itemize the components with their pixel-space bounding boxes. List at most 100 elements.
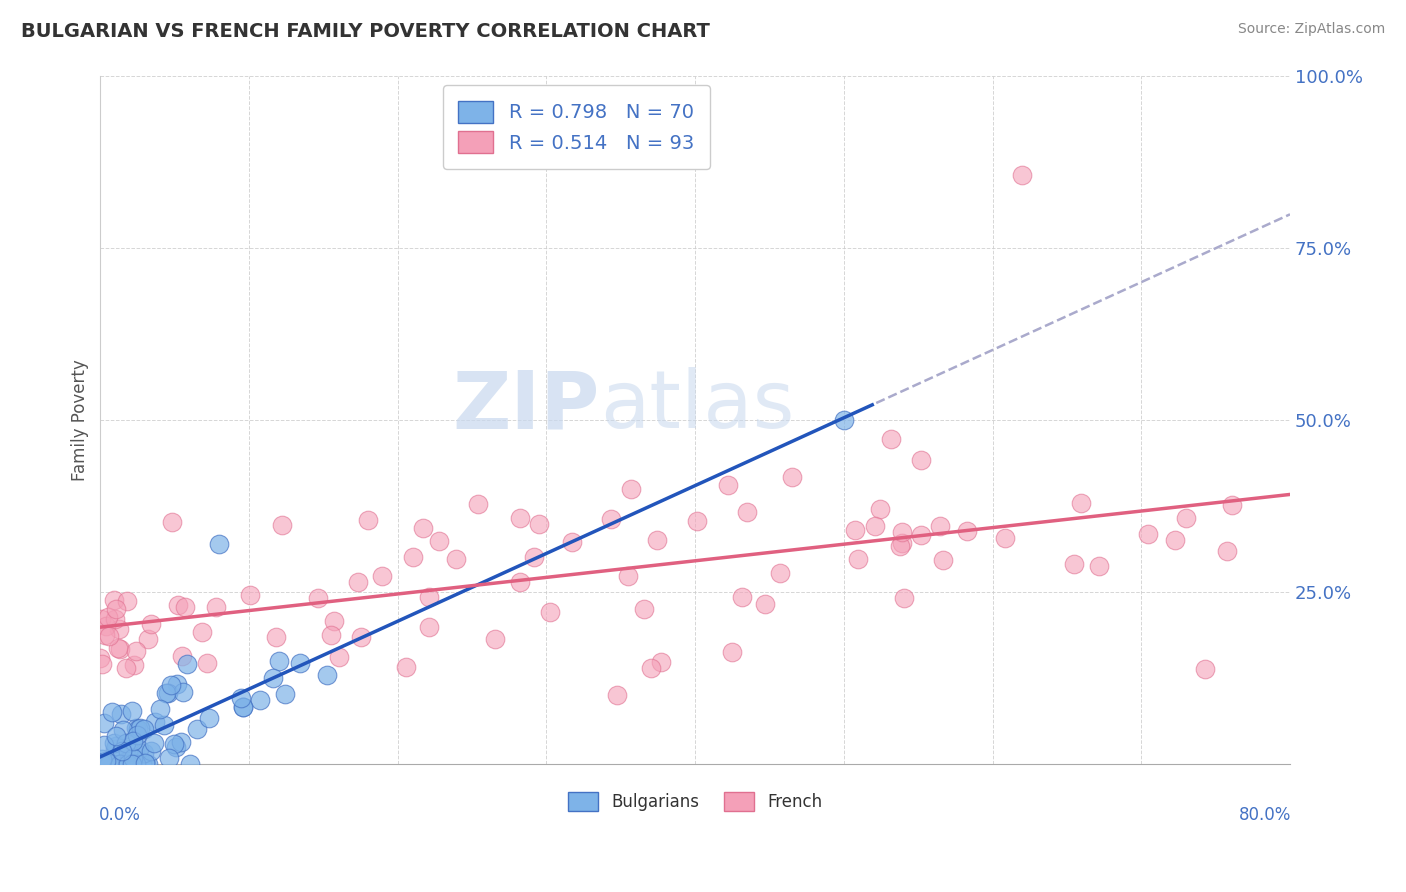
Point (1216, 543, 1239, 558)
Point (782, 470, 804, 484)
Point (994, 531, 1017, 545)
Point (633, 602, 655, 616)
Point (307, 591, 329, 605)
Point (94, 757, 117, 772)
Point (125, 721, 148, 735)
Point (134, 723, 156, 737)
Point (444, 552, 467, 566)
Text: 80.0%: 80.0% (1239, 805, 1291, 823)
Point (1070, 496, 1092, 510)
Point (323, 614, 346, 628)
Point (127, 723, 149, 737)
Point (172, 648, 194, 663)
Point (122, 657, 145, 672)
Point (527, 516, 550, 531)
Point (889, 539, 911, 553)
Y-axis label: Family Poverty: Family Poverty (72, 359, 89, 481)
Point (103, 592, 125, 607)
Point (104, 612, 127, 626)
Point (891, 525, 914, 540)
Point (179, 757, 201, 772)
Point (484, 632, 506, 646)
Point (523, 549, 546, 564)
Point (94, 618, 117, 632)
Point (737, 505, 759, 519)
Text: ZIP: ZIP (453, 368, 600, 445)
Point (467, 497, 489, 511)
Point (266, 630, 288, 644)
Point (418, 620, 440, 634)
Point (156, 686, 179, 700)
Point (115, 660, 138, 674)
Point (117, 757, 139, 772)
Point (167, 598, 190, 612)
Point (94, 754, 117, 768)
Point (101, 705, 124, 719)
Point (107, 640, 129, 655)
Point (346, 575, 368, 590)
Point (620, 483, 643, 497)
Point (157, 750, 180, 764)
Point (640, 661, 662, 675)
Point (166, 677, 188, 691)
Point (125, 728, 148, 742)
Point (122, 734, 145, 748)
Point (321, 628, 343, 642)
Point (97, 757, 120, 772)
Point (869, 502, 891, 516)
Text: 0.0%: 0.0% (100, 805, 141, 823)
Point (412, 521, 434, 535)
Point (134, 756, 156, 770)
Point (650, 655, 672, 669)
Point (131, 757, 153, 772)
Point (274, 687, 297, 701)
Point (90, 757, 112, 772)
Point (1087, 559, 1109, 574)
Text: atlas: atlas (600, 368, 794, 445)
Point (153, 718, 176, 732)
Legend: Bulgarians, French: Bulgarians, French (561, 785, 830, 818)
Point (128, 742, 150, 756)
Text: BULGARIAN VS FRENCH FAMILY POVERTY CORRELATION CHART: BULGARIAN VS FRENCH FAMILY POVERTY CORRE… (21, 22, 710, 41)
Point (160, 678, 183, 692)
Point (955, 524, 977, 539)
Point (1194, 661, 1216, 675)
Point (754, 597, 776, 611)
Point (124, 745, 146, 759)
Point (117, 746, 139, 760)
Point (288, 656, 311, 670)
Point (239, 588, 262, 602)
Point (1175, 511, 1198, 525)
Point (844, 523, 866, 537)
Point (90, 657, 112, 671)
Point (538, 605, 561, 619)
Point (110, 706, 132, 721)
Point (143, 715, 166, 730)
Point (93, 715, 115, 730)
Point (418, 590, 440, 604)
Point (357, 513, 380, 527)
Point (93, 739, 115, 753)
Point (401, 549, 423, 564)
Point (124, 644, 146, 658)
Text: Source: ZipAtlas.com: Source: ZipAtlas.com (1237, 22, 1385, 37)
Point (1136, 527, 1159, 541)
Point (122, 751, 145, 765)
Point (172, 685, 194, 699)
Point (197, 711, 219, 725)
Point (685, 514, 707, 528)
Point (107, 622, 129, 636)
Point (94, 757, 117, 772)
Point (104, 742, 127, 756)
Point (149, 702, 172, 716)
Point (108, 641, 131, 656)
Point (190, 625, 212, 640)
Point (932, 552, 955, 566)
Point (139, 617, 162, 632)
Point (93, 627, 115, 641)
Point (195, 656, 218, 670)
Point (316, 668, 339, 682)
Point (111, 723, 134, 738)
Point (104, 739, 127, 753)
Point (232, 700, 254, 714)
